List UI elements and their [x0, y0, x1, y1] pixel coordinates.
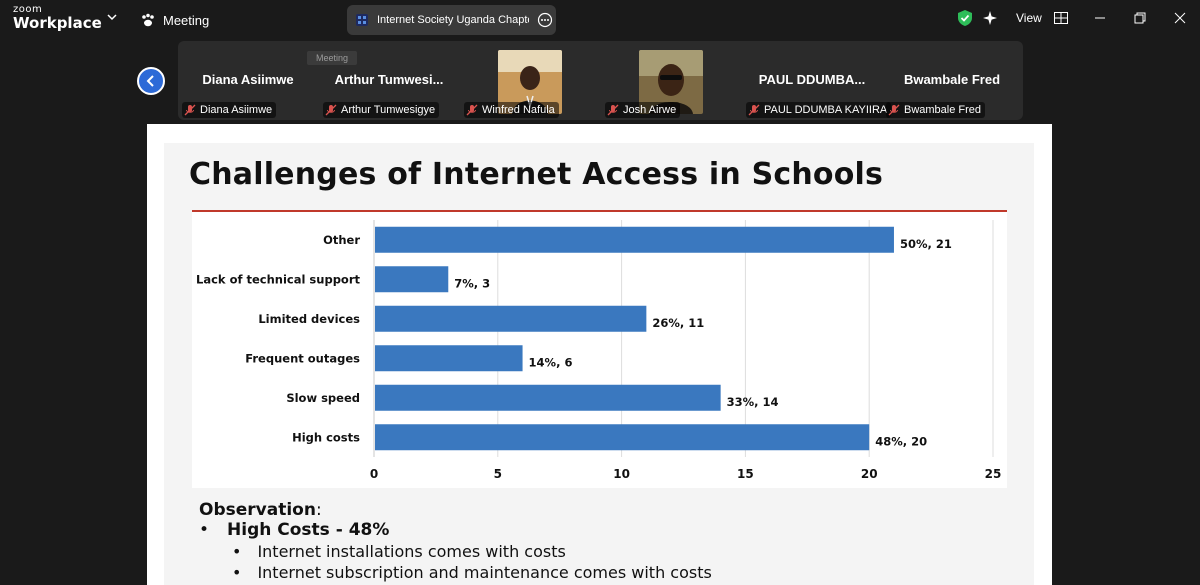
brand-small-text: zoom — [13, 4, 43, 15]
participant-display-name: Arthur Tumwesi... — [334, 72, 444, 87]
participant-tile[interactable]: Bwambale Fred Bwambale Fred — [882, 41, 1022, 120]
observation-section: Observation: • High Costs - 48% • Internet… — [199, 500, 712, 583]
restore-icon[interactable] — [1134, 8, 1146, 28]
meeting-label: Meeting — [163, 12, 210, 28]
x-tick-label: 10 — [613, 467, 630, 481]
sub-bullet-text: Internet installations comes with costs — [257, 542, 566, 561]
bar — [375, 424, 870, 451]
data-label: 33%, 14 — [727, 395, 779, 409]
data-label: 26%, 11 — [652, 316, 704, 330]
sub-bullet-text: Internet subscription and maintenance co… — [257, 563, 712, 582]
category-label: Lack of technical support — [196, 272, 360, 286]
participant-display-name: Diana Asiimwe — [202, 72, 294, 87]
ai-companion-icon[interactable] — [982, 8, 998, 28]
participant-name-tag: Bwambale Fred — [886, 102, 986, 118]
participant-tile[interactable]: Josh Airwe — [601, 41, 741, 120]
bar — [375, 384, 721, 411]
data-label: 50%, 21 — [900, 237, 952, 251]
zoom-logo[interactable]: zoom Workplace — [13, 4, 102, 32]
meeting-menu-button[interactable]: Meeting — [140, 10, 209, 30]
brand-big-text: Workplace — [13, 14, 102, 32]
category-label: Limited devices — [258, 312, 360, 326]
bullet-icon: • — [232, 542, 242, 561]
participant-tile[interactable]: Arthur Tumwesi... Arthur Tumwesigye — [319, 41, 459, 120]
participant-display-name: Bwambale Fred — [903, 72, 1001, 87]
bar — [375, 266, 449, 293]
slide-title: Challenges of Internet Access in Schools — [189, 157, 884, 192]
observation-label: Observation — [199, 500, 316, 520]
observation-heading: Observation: — [199, 500, 712, 520]
encryption-shield-icon[interactable] — [956, 8, 974, 28]
observation-colon: : — [315, 500, 322, 520]
participant-tag-text: PAUL DDUMBA KAYIIRA — [764, 104, 888, 116]
bar — [375, 226, 894, 253]
bullet-text: High Costs - 48% — [227, 520, 390, 540]
bar — [375, 305, 647, 332]
category-label: High costs — [292, 430, 360, 444]
mic-muted-icon — [184, 104, 196, 116]
participant-tile[interactable]: Diana Asiimwe Diana Asiimwe — [178, 41, 318, 120]
bullet-item: • High Costs - 48% — [199, 520, 712, 541]
participant-tag-text: Winfred Nafula — [482, 104, 555, 116]
participant-strip: Diana Asiimwe Diana Asiimwe Arthur Tumwe… — [178, 41, 1023, 120]
participant-tag-text: Bwambale Fred — [904, 104, 982, 116]
participant-tile[interactable]: PAUL DDUMBA... PAUL DDUMBA KAYIIRA — [742, 41, 892, 120]
participant-name-tag: Josh Airwe — [605, 102, 681, 118]
paw-icon — [142, 13, 154, 27]
slide-content: Challenges of Internet Access in Schools… — [164, 143, 1034, 585]
x-tick-label: 0 — [370, 467, 378, 481]
data-label: 7%, 3 — [454, 276, 490, 290]
data-label: 14%, 6 — [529, 355, 573, 369]
previous-page-button[interactable] — [137, 67, 165, 95]
mic-muted-icon — [325, 104, 337, 116]
meeting-info-icon — [356, 14, 368, 26]
sub-bullet-item: • Internet subscription and maintenance c… — [199, 562, 712, 583]
meeting-title-pill[interactable]: Internet Society Uganda Chapter's — [347, 5, 556, 35]
mic-muted-icon — [607, 104, 619, 116]
data-label: 48%, 20 — [875, 434, 927, 448]
participant-name-tag: Arthur Tumwesigye — [323, 102, 440, 118]
sub-bullet-item: • Internet installations comes with costs — [199, 541, 712, 562]
minimize-icon[interactable] — [1094, 8, 1106, 28]
x-tick-label: 25 — [985, 467, 1002, 481]
bar-chart-svg: 0 5 10 15 20 25 Other 50%, 21 Lack of technical … — [196, 220, 1002, 481]
participant-name-tag: PAUL DDUMBA KAYIIRA — [746, 102, 892, 118]
grid-view-icon — [1053, 12, 1068, 24]
mic-muted-icon — [748, 104, 760, 116]
x-tick-label: 20 — [861, 467, 878, 481]
view-button[interactable]: View — [1016, 8, 1068, 28]
bar — [375, 345, 523, 372]
chevron-down-icon[interactable] — [106, 11, 118, 23]
participant-tag-text: Arthur Tumwesigye — [341, 104, 436, 116]
category-label: Other — [323, 233, 360, 247]
title-underline — [192, 210, 1007, 212]
x-tick-label: 15 — [737, 467, 754, 481]
participant-tag-text: Diana Asiimwe — [200, 104, 273, 116]
title-bar: zoom Workplace Meeting Internet Society … — [0, 0, 1200, 38]
participant-name-tag: Diana Asiimwe — [182, 102, 277, 118]
more-options-icon[interactable] — [537, 12, 553, 28]
participant-name-tag: Winfred Nafula — [464, 102, 559, 118]
bullet-icon: • — [199, 520, 210, 540]
chevron-left-icon — [146, 75, 154, 87]
close-icon[interactable] — [1174, 8, 1186, 28]
meeting-tooltip: Meeting — [307, 51, 357, 65]
category-label: Slow speed — [286, 391, 360, 405]
participant-tile[interactable]: Winfred Nafula — [460, 41, 600, 120]
category-label: Frequent outages — [245, 351, 360, 365]
view-label: View — [1016, 11, 1042, 25]
x-tick-label: 5 — [494, 467, 502, 481]
bullet-icon: • — [232, 563, 242, 582]
meeting-title-text: Internet Society Uganda Chapter's — [377, 14, 529, 26]
bar-chart: 0 5 10 15 20 25 Other 50%, 21 Lack of technical … — [192, 212, 1007, 488]
participant-tag-text: Josh Airwe — [623, 104, 677, 116]
shared-screen: Challenges of Internet Access in Schools… — [147, 124, 1052, 585]
mic-muted-icon — [466, 104, 478, 116]
mic-muted-icon — [888, 104, 900, 116]
participant-display-name: PAUL DDUMBA... — [758, 72, 866, 87]
